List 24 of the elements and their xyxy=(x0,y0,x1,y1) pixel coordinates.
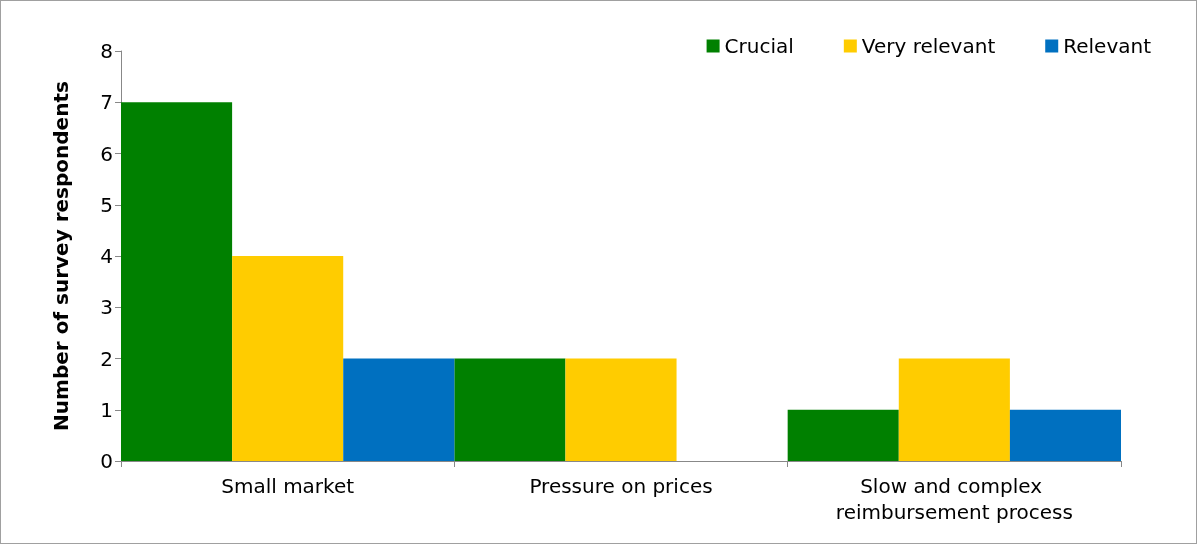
x-tick-label: Pressure on prices xyxy=(529,474,713,498)
bar xyxy=(1009,409,1121,461)
bar xyxy=(121,102,233,461)
bar xyxy=(454,358,566,461)
y-tick-label: 3 xyxy=(100,295,113,320)
legend-label: Very relevant xyxy=(861,34,996,58)
bar xyxy=(787,409,899,461)
y-tick-label: 4 xyxy=(100,244,113,268)
bar xyxy=(232,256,344,461)
y-tick-label: 1 xyxy=(100,397,113,422)
x-tick-label: Slow and complex reimbursement process xyxy=(835,474,1073,524)
y-tick-label: 5 xyxy=(100,192,113,217)
legend-label: Crucial xyxy=(724,34,794,58)
y-tick-label: 8 xyxy=(100,39,113,63)
bar xyxy=(898,358,1010,461)
legend-label: Relevant xyxy=(1063,34,1152,58)
x-tick-label: Small market xyxy=(221,474,355,498)
y-axis-title: Number of survey respondents xyxy=(49,81,73,431)
y-tick-label: 2 xyxy=(100,346,113,371)
y-tick-label: 7 xyxy=(100,90,113,115)
y-tick-label: 0 xyxy=(100,449,113,473)
bar xyxy=(565,358,677,461)
bar xyxy=(343,358,455,461)
y-tick-label: 6 xyxy=(100,141,113,166)
